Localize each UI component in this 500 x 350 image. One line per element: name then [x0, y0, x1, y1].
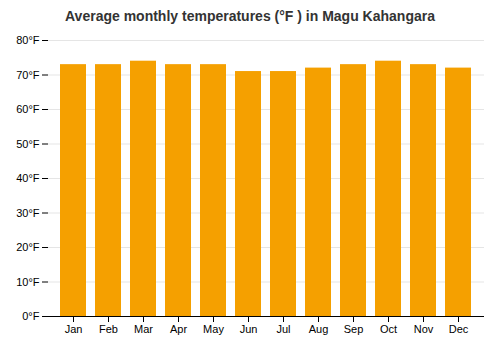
svg-text:Dec: Dec — [449, 323, 469, 335]
html-text:Average monthly temperatures (: Average monthly temperatures (°F ) in Ma… — [65, 8, 435, 24]
svg-text:Sep: Sep — [344, 323, 364, 335]
svg-text:80°F: 80°F — [16, 34, 40, 46]
svg-text:Feb: Feb — [99, 323, 118, 335]
svg-text:10°F: 10°F — [16, 276, 40, 288]
svg-text:Apr: Apr — [170, 323, 187, 335]
svg-text:40°F: 40°F — [16, 172, 40, 184]
svg-text:20°F: 20°F — [16, 241, 40, 253]
svg-text:Oct: Oct — [380, 323, 397, 335]
svg-text:50°F: 50°F — [16, 138, 40, 150]
svg-text:Nov: Nov — [414, 323, 434, 335]
svg-text:Jun: Jun — [240, 323, 258, 335]
svg-text:Jul: Jul — [276, 323, 290, 335]
svg-text:Jan: Jan — [65, 323, 83, 335]
svg-text:70°F: 70°F — [16, 69, 40, 81]
svg-text:Aug: Aug — [309, 323, 329, 335]
svg-text:Mar: Mar — [134, 323, 153, 335]
svg-text:May: May — [203, 323, 224, 335]
svg-text:30°F: 30°F — [16, 207, 40, 219]
svg-text:60°F: 60°F — [16, 103, 40, 115]
svg-text:0°F: 0°F — [22, 310, 40, 322]
